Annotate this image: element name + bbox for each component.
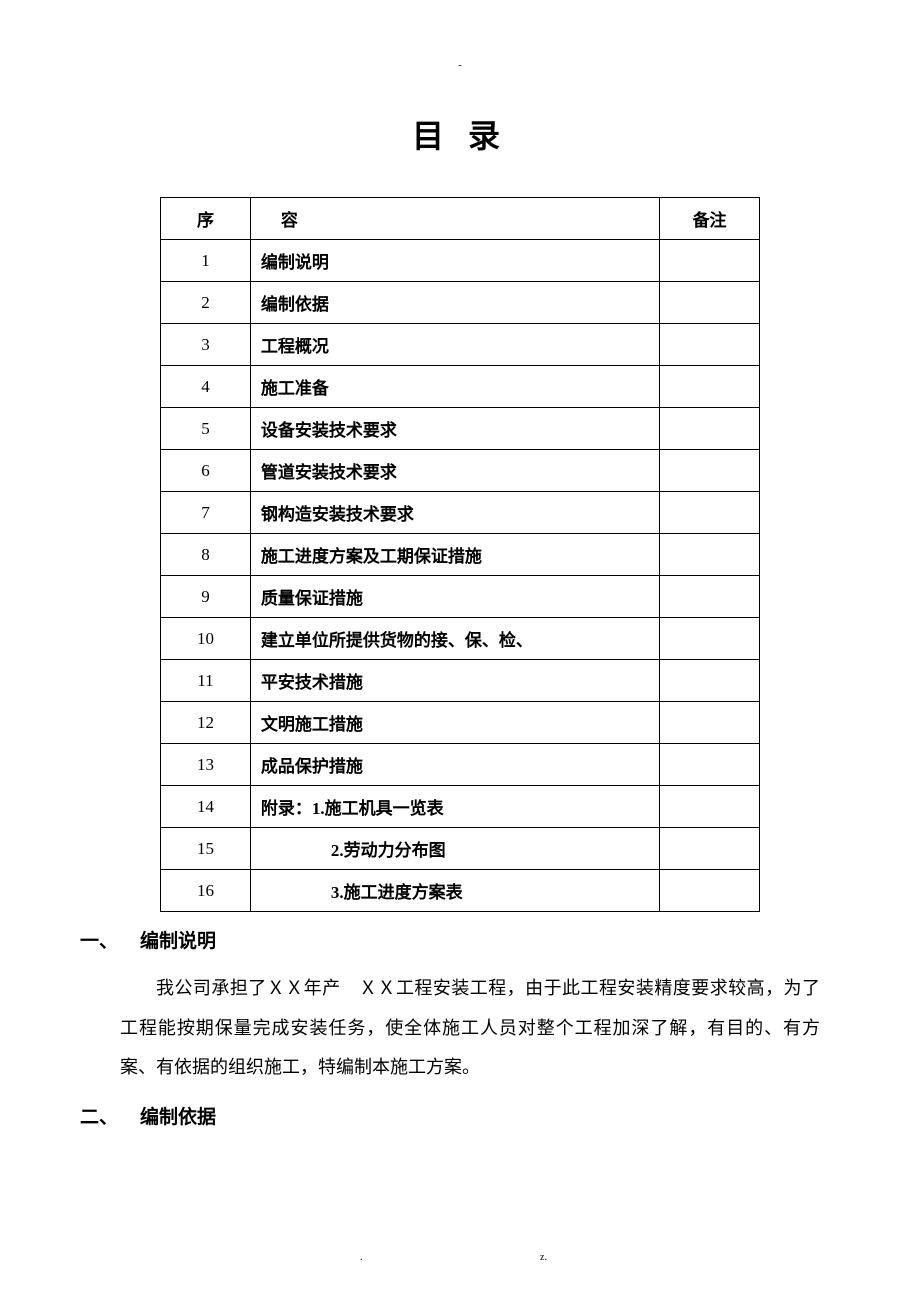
toc-row: 11平安技术措施	[161, 660, 760, 702]
toc-cell-remark	[660, 534, 760, 576]
toc-cell-remark	[660, 618, 760, 660]
document-page: - 目 录 序 容 备注 1编制说明2编制依据3工程概况4施工准备5设备安装技术…	[0, 0, 920, 1185]
toc-cell-content: 文明施工措施	[250, 702, 659, 744]
toc-row: 13成品保护措施	[161, 744, 760, 786]
toc-cell-content: 3.施工进度方案表	[250, 870, 659, 912]
toc-cell-seq: 12	[161, 702, 251, 744]
toc-cell-content: 钢构造安装技术要求	[250, 492, 659, 534]
section-title: 编制依据	[140, 1107, 216, 1128]
toc-cell-content: 施工进度方案及工期保证措施	[250, 534, 659, 576]
toc-row: 12文明施工措施	[161, 702, 760, 744]
section-number: 二、	[80, 1102, 140, 1129]
page-title: 目 录	[80, 111, 840, 157]
toc-cell-content: 成品保护措施	[250, 744, 659, 786]
toc-cell-content: 质量保证措施	[250, 576, 659, 618]
toc-cell-remark	[660, 786, 760, 828]
toc-table: 序 容 备注 1编制说明2编制依据3工程概况4施工准备5设备安装技术要求6管道安…	[160, 197, 760, 912]
toc-cell-remark	[660, 870, 760, 912]
toc-header-seq: 序	[161, 198, 251, 240]
toc-row: 4施工准备	[161, 366, 760, 408]
toc-cell-seq: 4	[161, 366, 251, 408]
toc-cell-content: 施工准备	[250, 366, 659, 408]
toc-cell-remark	[660, 744, 760, 786]
toc-cell-seq: 16	[161, 870, 251, 912]
toc-row: 1编制说明	[161, 240, 760, 282]
toc-cell-remark	[660, 492, 760, 534]
toc-cell-content: 设备安装技术要求	[250, 408, 659, 450]
toc-cell-seq: 10	[161, 618, 251, 660]
toc-row: 2编制依据	[161, 282, 760, 324]
toc-cell-seq: 1	[161, 240, 251, 282]
toc-cell-content: 建立单位所提供货物的接、保、检、	[250, 618, 659, 660]
toc-cell-remark	[660, 282, 760, 324]
toc-cell-content: 2.劳动力分布图	[250, 828, 659, 870]
toc-cell-seq: 8	[161, 534, 251, 576]
toc-cell-remark	[660, 660, 760, 702]
toc-cell-seq: 11	[161, 660, 251, 702]
toc-cell-seq: 2	[161, 282, 251, 324]
toc-header-row: 序 容 备注	[161, 198, 760, 240]
toc-cell-content: 附录：1.施工机具一览表	[250, 786, 659, 828]
toc-row: 8施工进度方案及工期保证措施	[161, 534, 760, 576]
toc-cell-seq: 14	[161, 786, 251, 828]
section-heading: 一、编制说明	[80, 926, 840, 953]
toc-cell-remark	[660, 240, 760, 282]
toc-cell-seq: 13	[161, 744, 251, 786]
section-body: 我公司承担了ＸＸ年产 ＸＸ工程安装工程，由于此工程安装精度要求较高，为了工程能按…	[120, 969, 820, 1088]
toc-row: 6管道安装技术要求	[161, 450, 760, 492]
footer-right: z.	[540, 1252, 547, 1263]
toc-cell-content: 编制说明	[250, 240, 659, 282]
toc-row: 163.施工进度方案表	[161, 870, 760, 912]
sections-container: 一、编制说明我公司承担了ＸＸ年产 ＸＸ工程安装工程，由于此工程安装精度要求较高，…	[80, 926, 840, 1129]
toc-cell-seq: 9	[161, 576, 251, 618]
toc-cell-content: 管道安装技术要求	[250, 450, 659, 492]
toc-row: 5设备安装技术要求	[161, 408, 760, 450]
toc-cell-remark	[660, 324, 760, 366]
toc-cell-seq: 3	[161, 324, 251, 366]
toc-row: 10建立单位所提供货物的接、保、检、	[161, 618, 760, 660]
toc-row: 152.劳动力分布图	[161, 828, 760, 870]
section-number: 一、	[80, 926, 140, 953]
toc-cell-remark	[660, 450, 760, 492]
top-mark: -	[80, 60, 840, 71]
toc-cell-seq: 5	[161, 408, 251, 450]
toc-cell-seq: 15	[161, 828, 251, 870]
toc-cell-remark	[660, 366, 760, 408]
toc-row: 14附录：1.施工机具一览表	[161, 786, 760, 828]
toc-row: 9质量保证措施	[161, 576, 760, 618]
section-title: 编制说明	[140, 931, 216, 952]
toc-cell-seq: 6	[161, 450, 251, 492]
toc-cell-content: 编制依据	[250, 282, 659, 324]
toc-row: 3工程概况	[161, 324, 760, 366]
toc-header-remark: 备注	[660, 198, 760, 240]
toc-body: 1编制说明2编制依据3工程概况4施工准备5设备安装技术要求6管道安装技术要求7钢…	[161, 240, 760, 912]
toc-cell-remark	[660, 576, 760, 618]
toc-cell-remark	[660, 828, 760, 870]
toc-cell-seq: 7	[161, 492, 251, 534]
toc-cell-content: 工程概况	[250, 324, 659, 366]
toc-row: 7钢构造安装技术要求	[161, 492, 760, 534]
toc-cell-content: 平安技术措施	[250, 660, 659, 702]
section-heading: 二、编制依据	[80, 1102, 840, 1129]
toc-cell-remark	[660, 408, 760, 450]
toc-cell-remark	[660, 702, 760, 744]
toc-header-content: 容	[250, 198, 659, 240]
footer-left: .	[360, 1252, 363, 1263]
